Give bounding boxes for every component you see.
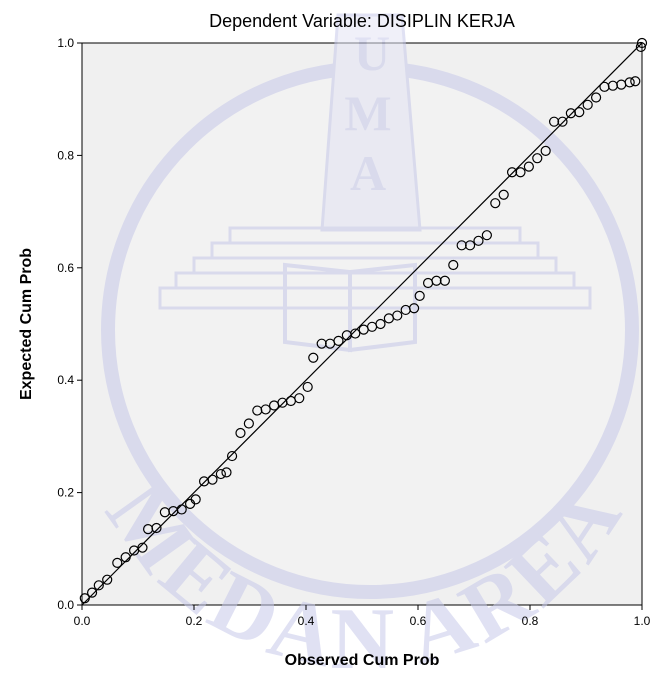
data-point-20 <box>235 427 246 439</box>
data-point-18 <box>221 467 232 478</box>
y-tick-label-3: 0.6 <box>57 261 74 275</box>
data-point-30 <box>316 338 327 349</box>
data-point-46 <box>448 259 459 271</box>
watermark-letter-a: A <box>350 145 386 201</box>
data-point-44 <box>431 275 442 286</box>
watermark-letter-m: M <box>344 85 391 141</box>
data-point-16 <box>207 474 218 485</box>
x-tick-label-5: 1.0 <box>634 614 651 628</box>
data-point-0 <box>79 593 90 604</box>
data-point-62 <box>582 99 593 110</box>
data-point-51 <box>490 198 501 209</box>
data-point-29 <box>308 352 319 363</box>
chart-title: Dependent Variable: DISIPLIN KERJA <box>209 11 515 31</box>
y-tick-label-1: 0.2 <box>57 486 74 500</box>
data-point-59 <box>557 116 568 127</box>
data-point-50 <box>481 230 492 241</box>
y-tick-label-5: 1.0 <box>57 36 74 50</box>
reference-line <box>81 42 643 606</box>
data-point-32 <box>333 335 344 346</box>
data-point-27 <box>294 393 305 404</box>
data-point-42 <box>414 290 425 301</box>
data-point-12 <box>176 504 187 515</box>
data-point-52 <box>498 189 509 200</box>
data-point-19 <box>226 450 238 462</box>
data-point-1 <box>86 587 98 598</box>
x-tick-label-3: 0.6 <box>410 614 427 628</box>
data-point-21 <box>243 418 254 429</box>
y-tick-label-2: 0.4 <box>57 373 74 387</box>
data-point-63 <box>590 92 602 103</box>
data-point-47 <box>456 240 467 251</box>
data-point-45 <box>439 275 450 286</box>
data-points <box>79 37 648 604</box>
data-point-28 <box>302 381 313 393</box>
data-point-67 <box>624 77 635 88</box>
data-point-58 <box>548 116 560 127</box>
x-tick-label-4: 0.8 <box>522 614 539 628</box>
data-point-55 <box>523 161 534 172</box>
data-point-68 <box>630 76 641 87</box>
data-point-37 <box>375 318 386 330</box>
data-point-17 <box>215 468 226 480</box>
data-point-4 <box>112 557 123 568</box>
data-point-69 <box>635 41 646 53</box>
x-axis-ticks: 0.0 0.2 0.4 0.6 0.8 1.0 <box>74 605 651 628</box>
data-point-39 <box>392 310 403 321</box>
data-point-70 <box>636 37 648 49</box>
x-tick-label-1: 0.2 <box>186 614 203 628</box>
data-point-49 <box>473 235 484 246</box>
y-tick-label-4: 0.8 <box>57 148 74 162</box>
y-axis-ticks: 0.0 0.2 0.4 0.6 0.8 1.0 <box>57 36 82 612</box>
data-point-9 <box>151 522 162 534</box>
data-point-53 <box>506 167 518 178</box>
watermark-stairs <box>158 226 592 310</box>
data-point-3 <box>102 574 113 585</box>
data-point-57 <box>540 145 551 157</box>
y-axis-title: Expected Cum Prob <box>18 248 35 400</box>
data-point-54 <box>515 167 526 178</box>
watermark-letters: U M A <box>344 25 391 201</box>
data-point-2 <box>93 580 104 591</box>
data-point-41 <box>408 303 420 314</box>
data-point-48 <box>464 240 476 251</box>
watermark-letter-u: U <box>354 25 390 81</box>
data-point-61 <box>574 107 585 118</box>
watermark-book <box>283 262 417 353</box>
y-tick-label-0: 0.0 <box>57 598 74 612</box>
data-point-14 <box>190 494 201 505</box>
data-point-5 <box>120 552 131 563</box>
x-tick-label-0: 0.0 <box>74 614 91 628</box>
data-point-23 <box>260 404 271 415</box>
data-point-34 <box>350 328 361 339</box>
x-axis-title: Observed Cum Prob <box>285 652 440 669</box>
watermark-monument <box>320 13 422 232</box>
data-point-56 <box>532 153 543 164</box>
data-point-7 <box>137 542 148 553</box>
x-tick-label-2: 0.4 <box>298 614 315 628</box>
